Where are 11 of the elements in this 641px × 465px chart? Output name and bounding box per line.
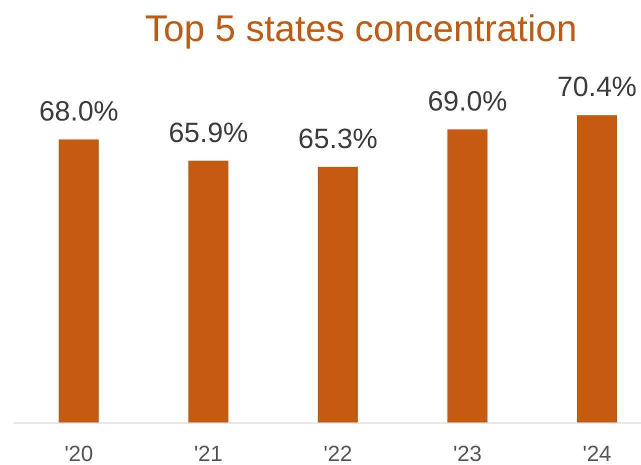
data-label: 65.3% xyxy=(298,122,378,154)
x-tick-label: '24 xyxy=(582,441,612,465)
chart-title: Top 5 states concentration xyxy=(145,8,577,49)
data-label: 70.4% xyxy=(557,71,637,102)
data-label: 68.0% xyxy=(39,96,118,126)
x-tick-label: '23 xyxy=(453,441,482,465)
x-tick-label: '20 xyxy=(64,441,94,465)
x-tick-label: '21 xyxy=(194,441,223,465)
data-label: 69.0% xyxy=(428,85,508,116)
data-label: 65.9% xyxy=(168,116,248,148)
x-tick-label: '22 xyxy=(324,441,352,465)
